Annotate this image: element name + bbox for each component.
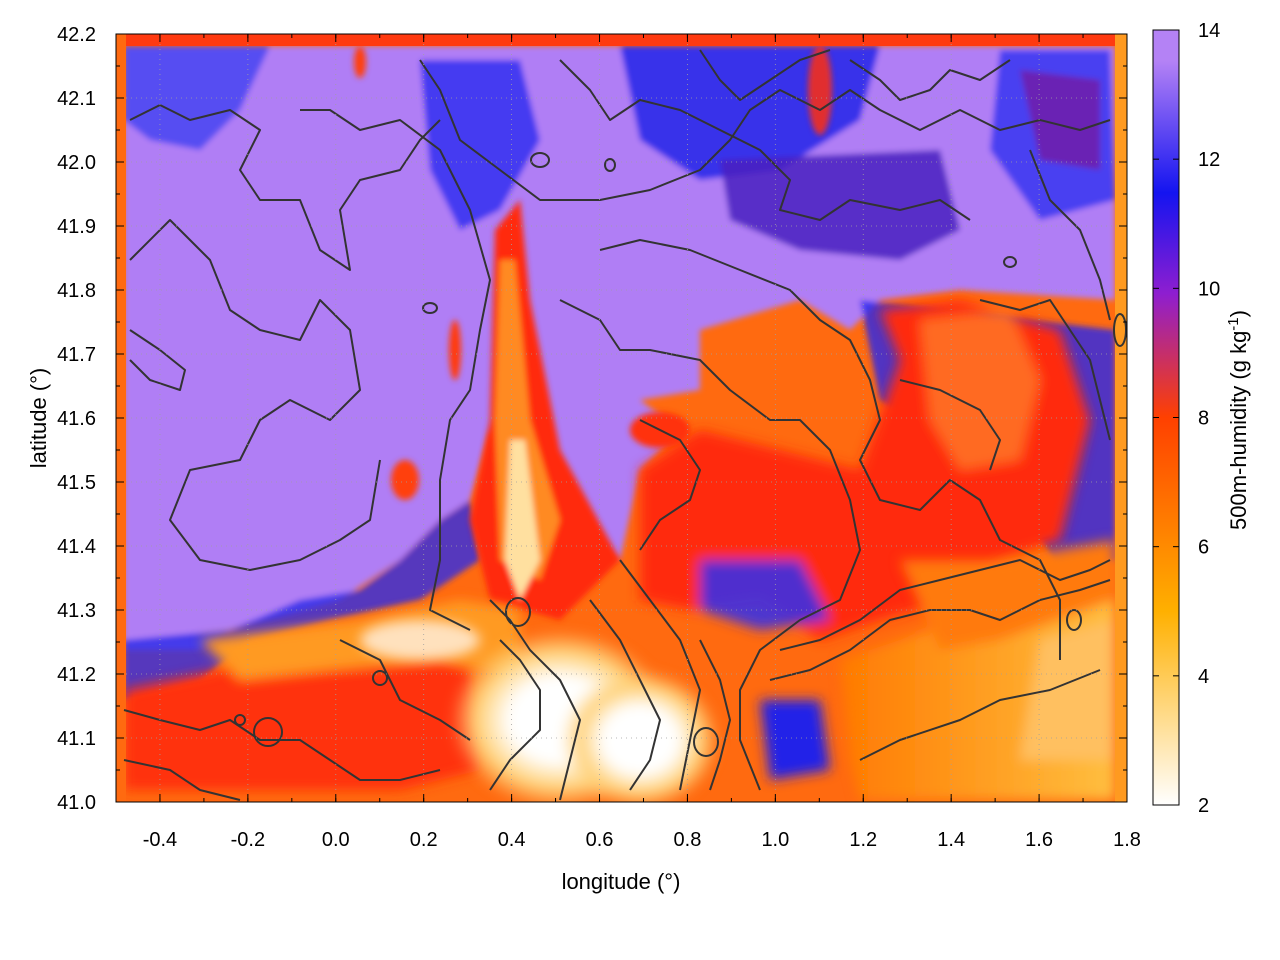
humidity-heatmap [116,34,1127,802]
y-tick-label: 41.8 [57,280,96,302]
x-tick-label: 1.6 [1025,829,1053,851]
x-tick-label: 1.2 [849,829,877,851]
colorbar-tick-label: 8 [1198,408,1209,430]
x-tick-label: 1.0 [761,829,789,851]
x-tick-label: 0.4 [498,829,526,851]
y-tick-label: 41.6 [57,408,96,430]
y-tick-label: 41.9 [57,216,96,238]
colorbar: 2 4 6 8 10 12 14 500m-humidity (g kg-1) [1152,20,1251,817]
x-tick-label: 0.2 [410,829,438,851]
colorbar-tick-label: 6 [1198,537,1209,559]
y-tick-label: 41.5 [57,472,96,494]
colorbar-label-main: 500m-humidity (g kg [1226,331,1251,530]
y-tick-label: 41.4 [57,536,96,558]
x-tick-label: -0.2 [231,829,265,851]
x-tick-label: 1.4 [937,829,965,851]
y-tick-label: 42.0 [57,152,96,174]
y-axis-title: latitude (°) [26,368,51,469]
y-tick-label: 41.7 [57,344,96,366]
colorbar-tick-label: 14 [1198,20,1220,42]
colorbar-ticks: 2 4 6 8 10 12 14 [1153,20,1220,817]
elevation-contours [123,49,1127,801]
x-tick-label: 0.8 [674,829,702,851]
colorbar-tick-label: 2 [1198,795,1209,817]
colorbar-label-exponent: -1 [1225,317,1242,330]
y-tick-label: 42.2 [57,24,96,46]
x-tick-label: 0.6 [586,829,614,851]
y-tick-label: 41.0 [57,792,96,814]
y-tick-label: 41.1 [57,728,96,750]
x-tick-label: 0.0 [322,829,350,851]
y-tick-label: 41.2 [57,664,96,686]
colorbar-tick-label: 4 [1198,666,1209,688]
colorbar-tick-label: 12 [1198,149,1220,171]
colorbar-label: 500m-humidity (g kg-1) [1225,310,1251,530]
y-tick-label: 41.3 [57,600,96,622]
colorbar-tick-label: 10 [1198,278,1220,300]
x-axis-ticks: -0.4 -0.2 0.0 0.2 0.4 0.6 0.8 1.0 1.2 1.4 1.6 1.8 [115,34,1141,851]
x-tick-label: -0.4 [143,829,177,851]
colorbar-label-end: ) [1226,310,1251,317]
x-tick-label: 1.8 [1113,829,1141,851]
x-axis-title: longitude (°) [562,869,681,894]
y-axis-ticks: 41.0 41.1 41.2 41.3 41.4 41.5 41.6 41.7 41.8 41.9… [57,24,1127,814]
y-tick-label: 42.1 [57,88,96,110]
